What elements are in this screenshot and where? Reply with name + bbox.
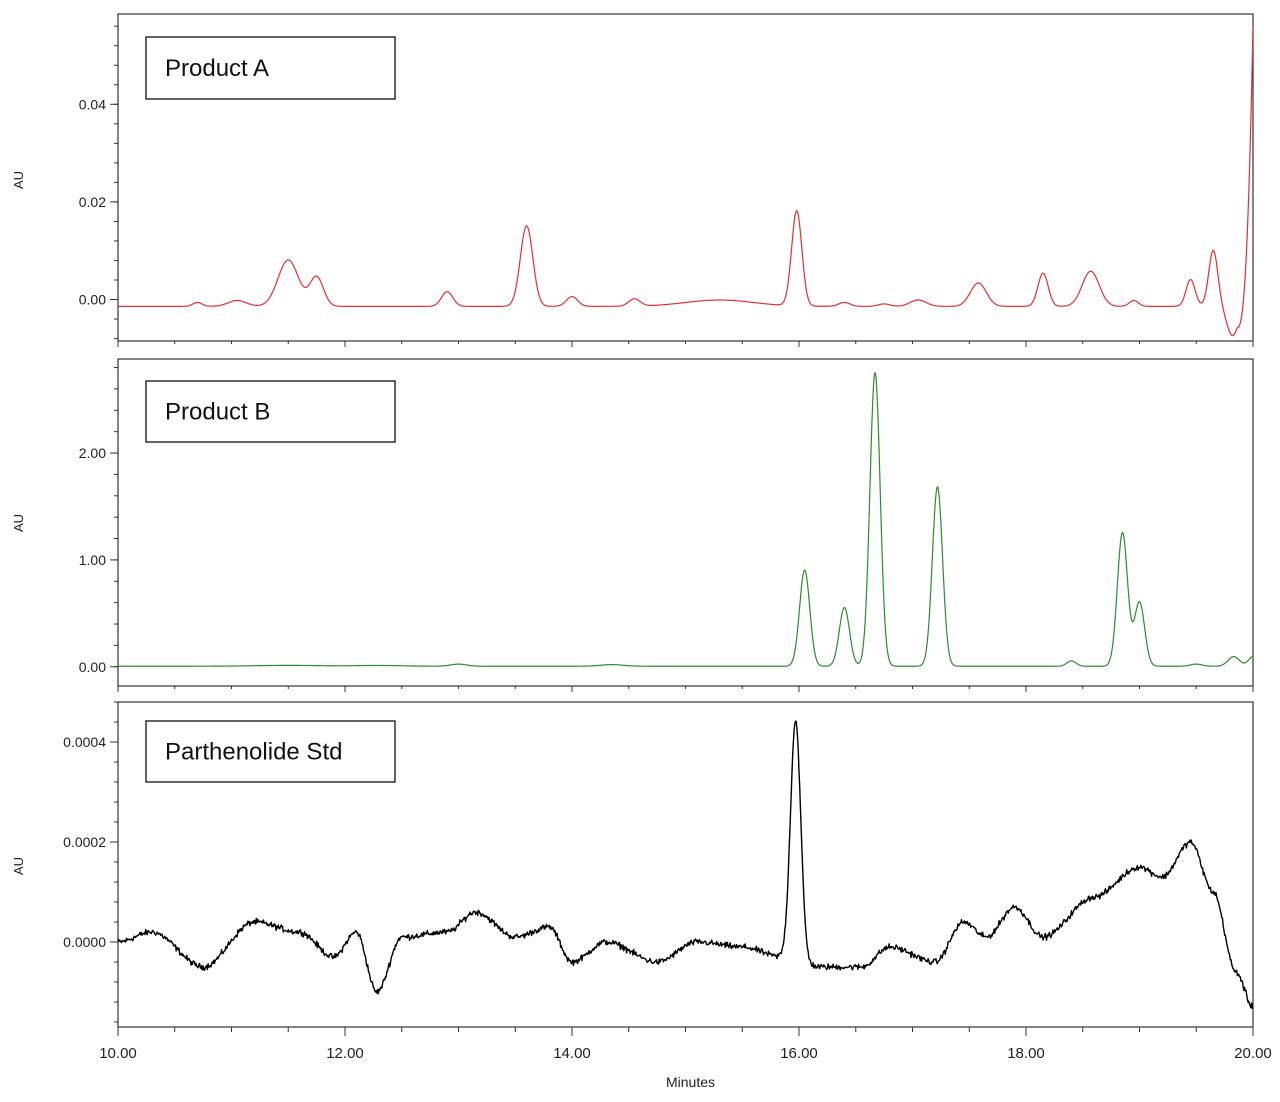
y-tick-label: 0.00 <box>79 659 106 675</box>
y-tick-label: 0.0002 <box>63 834 106 850</box>
panel-label-box <box>145 36 396 100</box>
y-tick-label: 0.02 <box>79 194 106 210</box>
y-tick-label: 2.00 <box>79 445 106 461</box>
panel-title: Product A <box>165 55 269 82</box>
series-line-parthenolide-std <box>117 720 1254 1009</box>
x-tick-label: 14.00 <box>553 1045 591 1062</box>
x-tick-label: 20.00 <box>1234 1045 1272 1062</box>
x-tick-label: 18.00 <box>1007 1045 1045 1062</box>
series-line-product-b <box>118 371 1254 667</box>
chart-panel: 0.00 0.02 0.04 AU Product A <box>11 13 1254 347</box>
y-tick-label: 0.00 <box>79 292 106 308</box>
chart-panel: 0.0000 0.0002 0.0004 AU Parthenolide Std <box>11 701 1254 1028</box>
y-axis-label: AU <box>11 514 26 532</box>
x-tick-label: 12.00 <box>326 1045 364 1062</box>
x-axis-label: Minutes <box>666 1074 715 1090</box>
y-tick-label: 1.00 <box>79 552 106 568</box>
series-line-product-a <box>118 26 1254 337</box>
chart-panel: 0.00 1.00 2.00 AU Product B <box>11 358 1254 692</box>
y-axis-label: AU <box>11 171 26 189</box>
panel-label-box <box>145 380 396 443</box>
panel-title: Parthenolide Std <box>165 739 342 766</box>
y-tick-label: 0.0000 <box>63 934 106 950</box>
x-tick-label: 10.00 <box>99 1045 137 1062</box>
y-axis-label: AU <box>11 857 26 875</box>
y-tick-label: 0.0004 <box>63 734 106 750</box>
y-tick-label: 0.04 <box>79 96 106 112</box>
x-tick-label: 16.00 <box>780 1045 818 1062</box>
panel-label-box <box>145 720 396 783</box>
panel-title: Product B <box>165 399 270 426</box>
